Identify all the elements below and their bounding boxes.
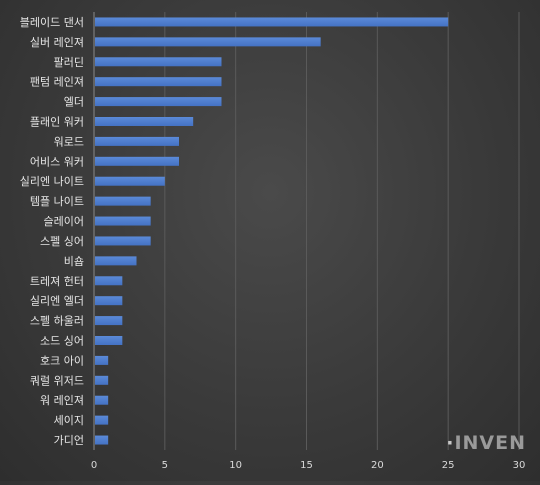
x-tick-label: 10 <box>229 460 242 471</box>
category-label: 소드 싱어 <box>40 335 84 348</box>
category-label: 실버 레인져 <box>30 36 84 49</box>
bar <box>95 117 194 126</box>
bar <box>95 236 151 246</box>
category-label: 실리엔 나이트 <box>20 175 84 188</box>
x-tick-label: 5 <box>162 460 168 471</box>
bar <box>95 17 449 27</box>
category-label: 템플 나이트 <box>30 195 84 208</box>
category-label: 비숍 <box>64 255 84 268</box>
category-label: 실리엔 엘더 <box>30 295 84 308</box>
inven-watermark: ·INVEN <box>446 432 526 454</box>
bar <box>95 77 222 87</box>
category-label: 엘더 <box>64 96 84 109</box>
bar <box>95 97 222 107</box>
x-tick-label: 20 <box>371 460 384 471</box>
bar <box>95 136 179 146</box>
bar <box>95 276 123 286</box>
category-label: 슬레이어 <box>44 215 84 228</box>
category-label: 팬텀 레인져 <box>30 76 84 89</box>
category-label: 어비스 워커 <box>30 155 84 168</box>
category-label: 가디언 <box>54 434 84 447</box>
bar <box>95 296 123 306</box>
bar <box>95 37 321 47</box>
category-label: 워로드 <box>54 135 84 148</box>
category-label: 세이지 <box>54 414 84 427</box>
category-label: 워 레인져 <box>40 394 84 407</box>
category-label: 블레이드 댄서 <box>20 16 84 29</box>
bar <box>95 355 109 365</box>
x-tick-label: 0 <box>91 460 97 471</box>
x-tick-label: 30 <box>513 460 526 471</box>
bar <box>95 415 109 425</box>
bar <box>95 196 151 206</box>
bar <box>95 395 109 405</box>
bar <box>95 256 137 266</box>
bar <box>95 316 123 326</box>
x-tick-label: 25 <box>442 460 455 471</box>
bar <box>95 375 109 385</box>
category-label: 팔러딘 <box>54 56 84 69</box>
bar <box>95 57 222 67</box>
category-label: 스펠 싱어 <box>40 235 84 248</box>
bar <box>95 156 179 166</box>
category-label: 스펠 하울러 <box>30 314 84 328</box>
bars <box>95 17 449 445</box>
category-label: 트레져 헌터 <box>30 275 84 288</box>
x-tick-labels: 0 5 10 15 20 25 30 <box>91 460 526 471</box>
category-label: 쿼럴 위저드 <box>30 374 84 387</box>
category-label: 호크 아이 <box>40 354 84 367</box>
bar <box>95 336 123 345</box>
category-label: 플래인 워커 <box>30 116 84 129</box>
x-tick-label: 15 <box>300 460 313 471</box>
bar <box>95 176 165 186</box>
bar <box>95 216 151 226</box>
bar <box>95 435 109 445</box>
